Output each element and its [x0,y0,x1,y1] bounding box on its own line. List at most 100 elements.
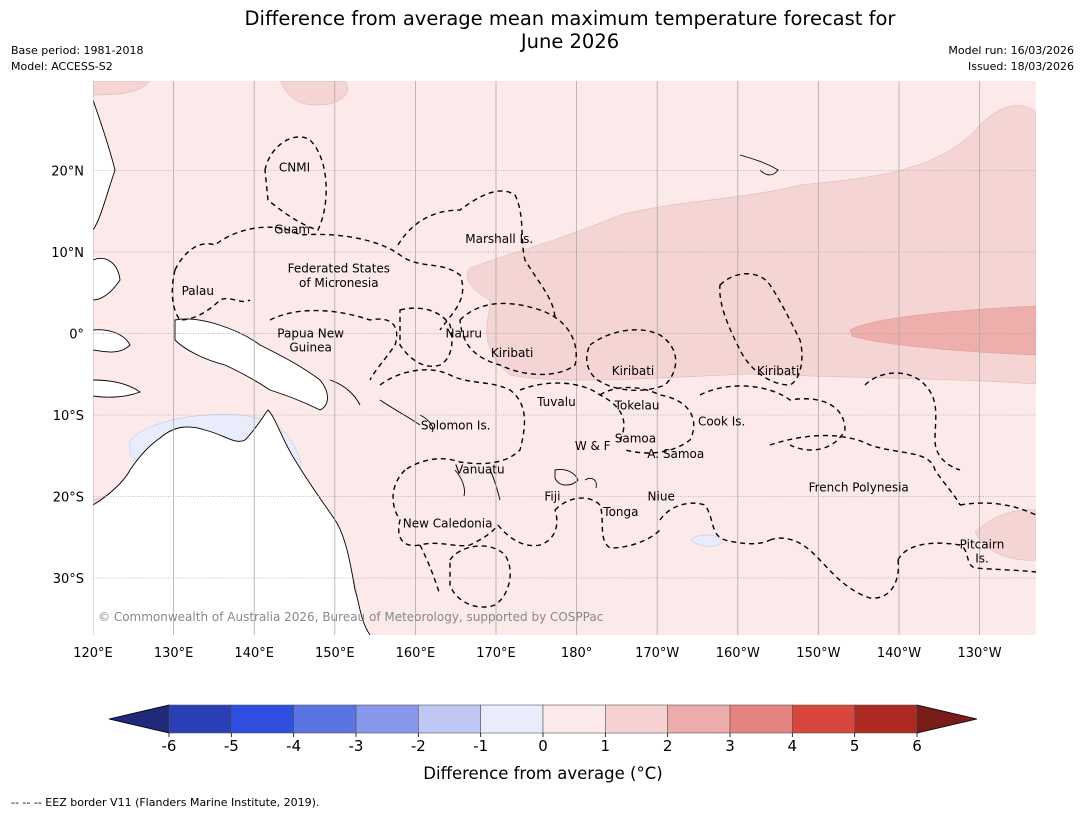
colorbar-swatch [854,704,918,734]
colorbar: -6 -5 -4 -3 -2 -1 0 1 2 3 4 5 6 Difference from avera… [108,704,978,783]
colorbar-swatch [729,704,793,734]
place-label: Vanuatu [455,463,505,477]
place-label: Niue [648,490,675,504]
australia-land [93,410,370,635]
mindanao-land [93,258,120,300]
philippines-land [93,100,115,230]
place-label: A. Samoa [647,447,704,461]
timor-land [93,380,140,398]
place-label: Kiribati [491,346,533,360]
anomaly-2-3-region [849,305,1036,356]
place-label: New Caledonia [403,516,493,530]
coastlines [93,99,779,635]
place-label: Kiribati [612,364,654,378]
issued-date: Issued: 18/03/2026 [967,60,1074,73]
place-label: Guinea [289,340,332,354]
base-period-info: Base period: 1981-2018 Model: ACCESS-S2 [11,43,143,75]
place-label: Cook Is. [698,415,745,429]
colorbar-swatch [231,704,294,734]
colorbar-tick-label: 6 [912,737,922,755]
colorbar-tick-label: -3 [349,737,364,755]
colorbar-tick-label: 5 [850,737,860,755]
longitude-label: 130°W [957,646,1001,661]
colorbar-under-arrow [108,704,170,734]
latitude-label: 30°S [53,572,84,587]
longitude-label: 120°E [73,646,113,661]
longitude-label: 130°E [154,646,194,661]
longitude-label: 150°W [796,646,840,661]
place-label: Guam [274,222,310,236]
place-label: Marshall Is. [465,232,533,246]
place-label: Kiribati [757,364,799,378]
place-label: Nauru [446,327,482,341]
land-masses [93,100,370,635]
map-area: © Commonwealth of Australia 2026, Bureau… [93,81,1036,635]
eez-borders [171,136,1036,608]
place-label: Pitcairn [960,538,1005,552]
colorbar-tick-label: 1 [601,737,611,755]
eez-footnote: -- -- -- EEZ border V11 (Flanders Marine… [11,796,320,809]
longitude-label: 140°E [234,646,274,661]
model-run: Model run: 16/03/2026 [948,44,1074,57]
place-label: Federated States [288,261,390,275]
place-label: CNMI [279,160,310,174]
longitude-label: 170°W [635,646,679,661]
longitude-label: 140°W [877,646,921,661]
new-guinea-land [175,319,328,410]
colorbar-swatch [418,704,481,734]
copyright-notice: © Commonwealth of Australia 2026, Bureau… [98,610,603,624]
colorbar-swatch [168,704,232,734]
place-label: Tonga [602,505,638,519]
anomaly-1-2-top [279,81,348,106]
latitude-label: 10°S [53,409,84,424]
run-info: Model run: 16/03/2026 Issued: 18/03/2026 [948,43,1074,75]
colorbar-swatch [667,704,731,734]
title-line-2: June 2026 [520,30,620,53]
place-label: French Polynesia [809,481,909,495]
latitude-label: 20°S [53,491,84,506]
place-label: Tokelau [614,398,660,412]
anomaly-1-2-top-left [93,81,151,96]
longitude-label: 150°E [315,646,355,661]
colorbar-tick-label: -2 [411,737,426,755]
place-label: Is. [975,551,989,565]
latitude-label: 20°N [51,165,84,180]
model-name: Model: ACCESS-S2 [11,60,113,73]
colorbar-tick-label: 3 [725,737,735,755]
anomaly-negative-small [689,534,723,547]
colorbar-swatch [605,704,668,734]
colorbar-tick-label: -1 [473,737,488,755]
colorbar-title: Difference from average (°C) [423,764,662,783]
colorbar-tick-label: -5 [224,737,239,755]
place-label: Samoa [615,432,656,446]
place-label: Fiji [544,490,560,504]
longitude-label: 160°W [716,646,760,661]
colorbar-swatch [792,704,855,734]
colorbar-swatch [480,704,544,734]
colorbar-swatch [293,704,357,734]
longitude-label: 180° [561,646,592,661]
place-label: W & F [575,439,611,453]
colorbar-over-arrow [916,704,978,734]
colorbar-tick-label: 4 [788,737,798,755]
latitude-label: 10°N [51,246,84,261]
latitude-labels: 20°N 10°N 0° 10°S 20°S 30°S [51,165,84,587]
anomaly-1-2-southeast [974,509,1036,561]
longitude-label: 160°E [396,646,436,661]
title-line-1: Difference from average mean maximum tem… [244,7,896,30]
map-title: Difference from average mean maximum tem… [0,7,1085,53]
indonesia-land [93,329,130,353]
colorbar-tick-label: 2 [663,737,673,755]
place-label: of Micronesia [299,276,379,290]
longitude-labels: 120°E 130°E 140°E 150°E 160°E 170°E 180° 170°W 1… [73,646,1002,661]
latitude-label: 0° [69,328,84,343]
place-label: Tuvalu [536,395,576,409]
place-label: Palau [182,284,214,298]
colorbar-tick-label: -6 [162,737,177,755]
graticule [93,81,1036,635]
longitude-label: 170°E [476,646,516,661]
colorbar-swatch [542,704,606,734]
base-period: Base period: 1981-2018 [11,44,144,57]
